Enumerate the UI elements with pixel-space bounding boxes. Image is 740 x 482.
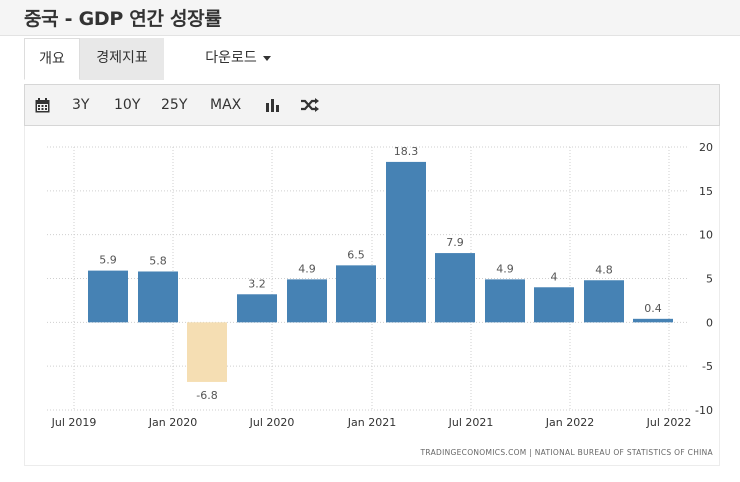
x-tick-label: Jan 2020: [148, 416, 197, 429]
gdp-growth-bar-chart: 5.9 5.8 -6.8 3.2 4.9 6.5 18.3 7.9 4.9 4 4.8 0.4 20 1…: [47, 141, 713, 457]
bar-series: [88, 161, 673, 382]
y-tick-label: 5: [706, 273, 713, 286]
y-tick-label: 15: [699, 185, 713, 198]
data-label: -6.8: [196, 389, 217, 402]
y-tick-label: 0: [706, 316, 713, 329]
shuffle-icon[interactable]: [301, 85, 319, 125]
x-tick-label: Jul 2022: [646, 416, 692, 429]
x-tick-label: Jan 2022: [545, 416, 594, 429]
chart-toolbar: 3Y 10Y 25Y MAX: [24, 84, 720, 126]
bar-chart-icon[interactable]: [266, 85, 280, 125]
data-label: 4.9: [298, 262, 316, 275]
data-label: 4: [551, 270, 558, 283]
data-label: 6.5: [347, 248, 365, 261]
range-10y-button[interactable]: 10Y: [114, 97, 141, 113]
y-tick-label: -5: [702, 360, 713, 373]
x-tick-label: Jul 2019: [51, 416, 97, 429]
data-label: 4.8: [595, 263, 613, 276]
y-tick-label: 10: [699, 229, 713, 242]
bar[interactable]: [138, 271, 178, 323]
source-note: TRADINGECONOMICS.COM | NATIONAL BUREAU O…: [419, 448, 713, 457]
data-label: 3.2: [248, 277, 266, 290]
data-label: 5.9: [99, 254, 117, 267]
title-bar: 중국 - GDP 연간 성장률: [0, 0, 740, 36]
data-label: 0.4: [644, 302, 662, 315]
bar[interactable]: [187, 322, 227, 382]
bar[interactable]: [534, 287, 574, 323]
tab-overview[interactable]: 개요: [24, 38, 80, 80]
y-tick-label: 20: [699, 141, 713, 154]
y-axis: 20 15 10 5 0 -5 -10: [695, 141, 713, 417]
x-axis: Jul 2019 Jan 2020 Jul 2020 Jan 2021 Jul 2021…: [51, 416, 692, 429]
y-tick-label: -10: [695, 404, 713, 417]
range-25y-button[interactable]: 25Y: [161, 97, 188, 113]
bar[interactable]: [88, 270, 128, 323]
bar[interactable]: [336, 265, 376, 323]
bar[interactable]: [287, 279, 327, 323]
tab-bar: 개요 경제지표 다운로드: [24, 38, 740, 80]
data-label: 7.9: [446, 236, 464, 249]
caret-down-icon: [262, 55, 271, 61]
calendar-icon[interactable]: [35, 85, 50, 125]
bar[interactable]: [485, 279, 525, 323]
range-max-button[interactable]: MAX: [210, 97, 242, 113]
tab-download[interactable]: 다운로드: [190, 38, 286, 80]
data-label: 5.8: [149, 254, 167, 267]
x-tick-label: Jul 2021: [448, 416, 494, 429]
data-label: 18.3: [394, 145, 419, 158]
bar[interactable]: [584, 280, 624, 323]
bar[interactable]: [237, 294, 277, 323]
bar[interactable]: [633, 318, 673, 323]
x-tick-label: Jul 2020: [249, 416, 295, 429]
bar[interactable]: [435, 253, 475, 323]
chart-panel: 5.9 5.8 -6.8 3.2 4.9 6.5 18.3 7.9 4.9 4 4.8 0.4 20 1…: [24, 126, 720, 466]
tab-indicators[interactable]: 경제지표: [80, 38, 164, 80]
tab-download-label: 다운로드: [205, 50, 257, 66]
page-title: 중국 - GDP 연간 성장률: [24, 8, 222, 30]
data-label: 4.9: [496, 262, 514, 275]
bar[interactable]: [386, 161, 426, 323]
range-3y-button[interactable]: 3Y: [72, 97, 90, 113]
x-tick-label: Jan 2021: [347, 416, 396, 429]
data-labels: 5.9 5.8 -6.8 3.2 4.9 6.5 18.3 7.9 4.9 4 4.8 0.4: [99, 145, 662, 402]
